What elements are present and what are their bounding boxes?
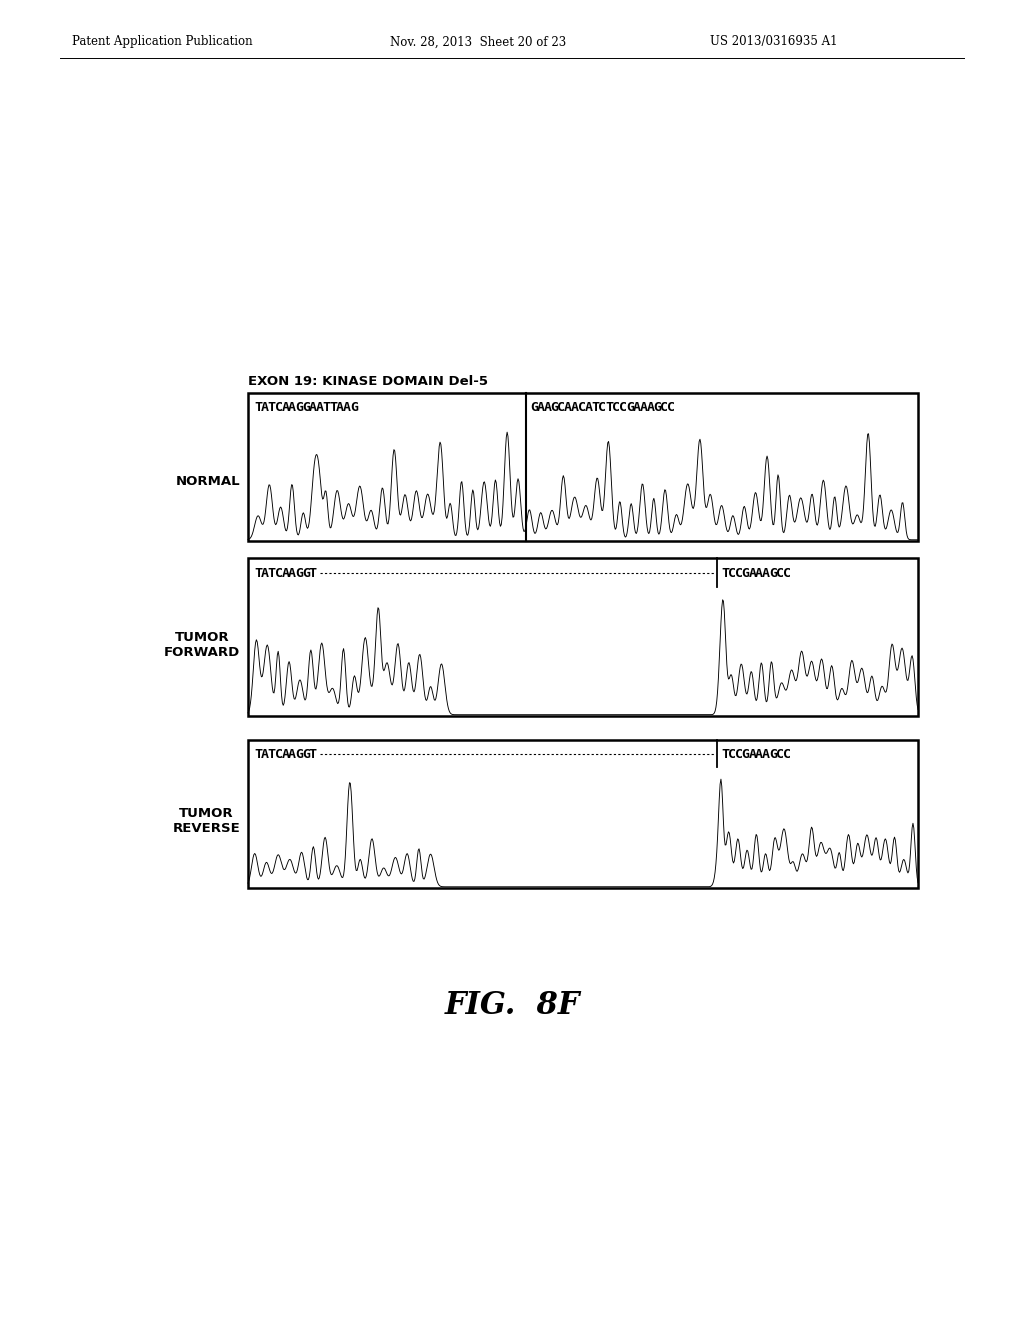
Text: C: C: [667, 401, 675, 413]
Text: T: T: [323, 401, 331, 413]
Text: A: A: [282, 566, 290, 579]
Text: T: T: [267, 401, 275, 413]
Text: G: G: [302, 401, 310, 413]
Text: G: G: [302, 747, 310, 760]
Text: A: A: [288, 401, 296, 413]
Text: G: G: [350, 401, 357, 413]
Text: G: G: [653, 401, 662, 413]
Text: T: T: [721, 566, 729, 579]
Text: A: A: [288, 747, 296, 760]
Text: G: G: [530, 401, 538, 413]
Text: C: C: [734, 747, 742, 760]
Text: C: C: [728, 747, 736, 760]
Text: A: A: [756, 747, 763, 760]
Text: EXON 19: KINASE DOMAIN Del-5: EXON 19: KINASE DOMAIN Del-5: [248, 375, 488, 388]
Text: C: C: [782, 566, 791, 579]
Text: C: C: [728, 566, 736, 579]
Text: Patent Application Publication: Patent Application Publication: [72, 36, 253, 49]
Text: A: A: [336, 401, 344, 413]
Text: T: T: [592, 401, 600, 413]
Text: A: A: [640, 401, 647, 413]
Text: C: C: [274, 747, 283, 760]
Text: A: A: [571, 401, 580, 413]
Text: Nov. 28, 2013  Sheet 20 of 23: Nov. 28, 2013 Sheet 20 of 23: [390, 36, 566, 49]
Text: G: G: [769, 747, 777, 760]
Bar: [248, 393, 918, 541]
Text: C: C: [557, 401, 565, 413]
Bar: [248, 558, 918, 715]
Text: T: T: [308, 566, 316, 579]
Text: C: C: [734, 566, 742, 579]
Text: C: C: [660, 401, 668, 413]
Text: A: A: [749, 747, 757, 760]
Text: TUMOR
FORWARD: TUMOR FORWARD: [164, 631, 240, 659]
Text: G: G: [626, 401, 634, 413]
Text: A: A: [315, 401, 324, 413]
Text: A: A: [544, 401, 552, 413]
Text: C: C: [274, 401, 283, 413]
Text: G: G: [295, 566, 303, 579]
Text: A: A: [749, 566, 757, 579]
Text: A: A: [308, 401, 316, 413]
Text: C: C: [618, 401, 627, 413]
Text: T: T: [254, 401, 262, 413]
Text: A: A: [564, 401, 572, 413]
Text: G: G: [295, 747, 303, 760]
Text: T: T: [330, 401, 337, 413]
Text: US 2013/0316935 A1: US 2013/0316935 A1: [710, 36, 838, 49]
Text: A: A: [288, 566, 296, 579]
Text: T: T: [605, 401, 613, 413]
Text: G: G: [295, 401, 303, 413]
Text: T: T: [308, 747, 316, 760]
Text: A: A: [343, 401, 351, 413]
Bar: [248, 741, 918, 888]
Text: TUMOR
REVERSE: TUMOR REVERSE: [172, 808, 240, 836]
Text: A: A: [261, 566, 269, 579]
Text: C: C: [776, 566, 783, 579]
Text: A: A: [756, 566, 763, 579]
Text: C: C: [578, 401, 586, 413]
Text: NORMAL: NORMAL: [175, 475, 240, 488]
Text: T: T: [254, 747, 262, 760]
Text: G: G: [769, 566, 777, 579]
Text: A: A: [537, 401, 545, 413]
Text: A: A: [633, 401, 641, 413]
Text: C: C: [612, 401, 621, 413]
Text: T: T: [267, 747, 275, 760]
Text: A: A: [762, 566, 770, 579]
Text: C: C: [598, 401, 606, 413]
Text: A: A: [282, 747, 290, 760]
Text: G: G: [741, 747, 750, 760]
Text: A: A: [646, 401, 654, 413]
Text: T: T: [254, 566, 262, 579]
Text: FIG.  8F: FIG. 8F: [444, 990, 580, 1020]
Text: C: C: [776, 747, 783, 760]
Text: A: A: [282, 401, 290, 413]
Text: A: A: [585, 401, 593, 413]
Text: C: C: [782, 747, 791, 760]
Text: A: A: [261, 401, 269, 413]
Text: G: G: [302, 566, 310, 579]
Text: T: T: [721, 747, 729, 760]
Text: C: C: [274, 566, 283, 579]
Text: G: G: [551, 401, 558, 413]
Text: A: A: [762, 747, 770, 760]
Text: G: G: [741, 566, 750, 579]
Text: A: A: [261, 747, 269, 760]
Text: T: T: [267, 566, 275, 579]
